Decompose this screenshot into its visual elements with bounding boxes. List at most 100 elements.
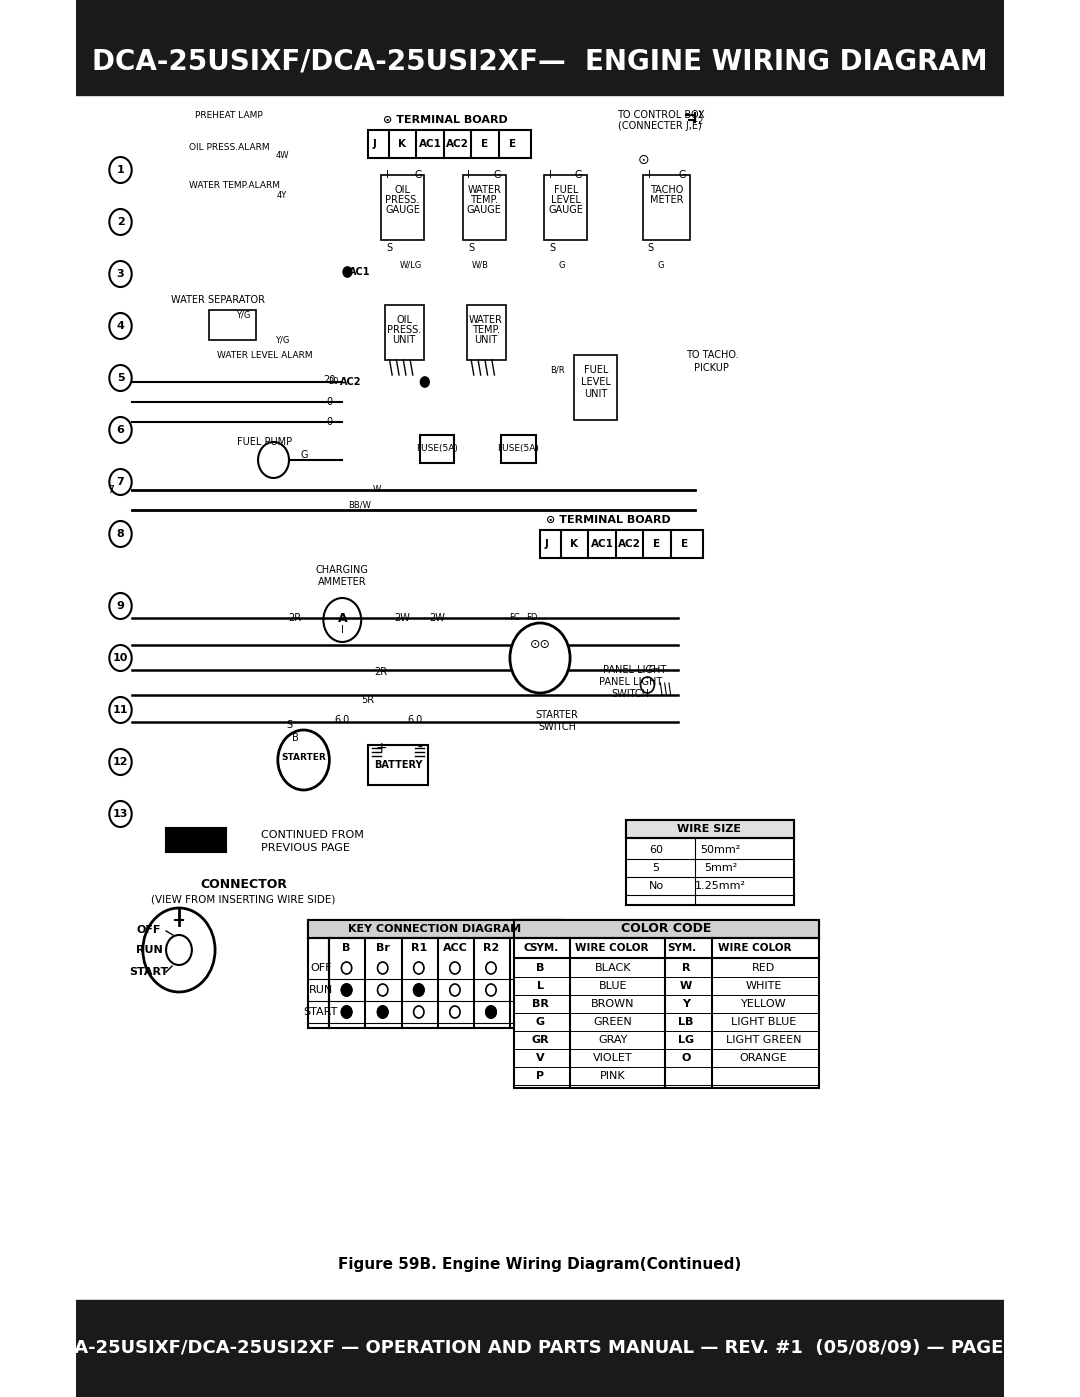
Text: AMMETER: AMMETER bbox=[318, 577, 366, 587]
Text: PREHEAT LAMP: PREHEAT LAMP bbox=[195, 110, 262, 120]
Circle shape bbox=[166, 935, 192, 965]
Text: 7: 7 bbox=[107, 485, 113, 495]
Text: 50mm²: 50mm² bbox=[701, 845, 741, 855]
Text: 9: 9 bbox=[117, 601, 124, 610]
Text: LIGHT GREEN: LIGHT GREEN bbox=[726, 1035, 801, 1045]
Circle shape bbox=[343, 267, 352, 277]
Text: UNIT: UNIT bbox=[474, 335, 498, 345]
Circle shape bbox=[341, 1006, 352, 1018]
Text: O: O bbox=[681, 1053, 691, 1063]
Text: WATER TEMP.ALARM: WATER TEMP.ALARM bbox=[189, 180, 281, 190]
Text: I: I bbox=[386, 170, 389, 180]
Text: S: S bbox=[550, 243, 556, 253]
Text: 5mm²: 5mm² bbox=[704, 863, 738, 873]
Text: Y: Y bbox=[683, 999, 690, 1009]
Text: B: B bbox=[536, 963, 544, 972]
Text: GAUGE: GAUGE bbox=[467, 205, 501, 215]
Circle shape bbox=[341, 983, 352, 996]
Text: K: K bbox=[570, 539, 579, 549]
Text: 0: 0 bbox=[326, 416, 333, 427]
Circle shape bbox=[109, 261, 132, 286]
Circle shape bbox=[341, 983, 352, 996]
Bar bbox=[514, 921, 820, 937]
Text: ⊙ TERMINAL BOARD: ⊙ TERMINAL BOARD bbox=[546, 515, 671, 525]
Text: I: I bbox=[648, 170, 650, 180]
Bar bbox=[368, 130, 531, 158]
Text: BROWN: BROWN bbox=[592, 999, 635, 1009]
Bar bbox=[626, 820, 794, 838]
Text: B/R: B/R bbox=[550, 366, 565, 374]
Text: GREEN: GREEN bbox=[594, 1017, 633, 1027]
Text: ACC: ACC bbox=[443, 943, 468, 953]
Text: TEMP.: TEMP. bbox=[470, 196, 498, 205]
Text: A: A bbox=[337, 612, 347, 624]
Text: K: K bbox=[399, 138, 406, 149]
Circle shape bbox=[414, 963, 424, 974]
Text: R1: R1 bbox=[410, 943, 427, 953]
Text: E: E bbox=[482, 138, 488, 149]
Text: UNIT: UNIT bbox=[392, 335, 416, 345]
Circle shape bbox=[378, 1006, 388, 1018]
Circle shape bbox=[378, 963, 388, 974]
Text: 2: 2 bbox=[117, 217, 124, 226]
Text: TO TACHO.: TO TACHO. bbox=[686, 351, 739, 360]
Text: YELLOW: YELLOW bbox=[741, 999, 786, 1009]
Circle shape bbox=[109, 800, 132, 827]
Bar bbox=[462, 175, 505, 240]
Text: LG: LG bbox=[678, 1035, 694, 1045]
Bar bbox=[501, 434, 536, 462]
Text: FUEL: FUEL bbox=[583, 365, 608, 374]
Circle shape bbox=[640, 678, 654, 693]
Text: (CONNECTER J,E): (CONNECTER J,E) bbox=[619, 122, 702, 131]
Text: 20: 20 bbox=[323, 374, 336, 386]
Text: GR: GR bbox=[531, 1035, 549, 1045]
Circle shape bbox=[522, 1006, 532, 1018]
Text: 60: 60 bbox=[649, 845, 663, 855]
Text: 4: 4 bbox=[117, 321, 124, 331]
Text: S: S bbox=[286, 719, 292, 731]
Text: PINK: PINK bbox=[600, 1071, 626, 1081]
Text: W/LG: W/LG bbox=[400, 260, 422, 270]
Text: WIRE SIZE: WIRE SIZE bbox=[677, 824, 741, 834]
Text: TACHO: TACHO bbox=[650, 184, 683, 196]
Text: 5: 5 bbox=[652, 863, 660, 873]
Text: 4Y: 4Y bbox=[276, 190, 287, 200]
Text: E: E bbox=[509, 138, 516, 149]
Text: +: + bbox=[375, 740, 387, 754]
Text: AC1: AC1 bbox=[591, 539, 613, 549]
Text: BLACK: BLACK bbox=[595, 963, 632, 972]
Text: 2R: 2R bbox=[288, 613, 301, 623]
Text: E: E bbox=[680, 539, 688, 549]
Text: FUSE(5A): FUSE(5A) bbox=[498, 444, 539, 454]
Circle shape bbox=[414, 1006, 424, 1018]
Text: LEVEL: LEVEL bbox=[581, 377, 611, 387]
Text: Y/G: Y/G bbox=[237, 310, 251, 320]
Text: 2: 2 bbox=[698, 116, 702, 126]
Text: S: S bbox=[387, 243, 393, 253]
Text: 8: 8 bbox=[117, 529, 124, 539]
Text: E: E bbox=[653, 539, 661, 549]
Text: LEVEL: LEVEL bbox=[551, 196, 581, 205]
Text: BLUE: BLUE bbox=[598, 981, 627, 990]
Bar bbox=[386, 305, 424, 360]
Text: LIGHT BLUE: LIGHT BLUE bbox=[731, 1017, 796, 1027]
Text: G: G bbox=[679, 170, 687, 180]
Text: B: B bbox=[292, 733, 298, 743]
Circle shape bbox=[109, 592, 132, 619]
Text: WIRE COLOR: WIRE COLOR bbox=[575, 943, 648, 953]
Bar bbox=[544, 175, 588, 240]
Text: C: C bbox=[523, 943, 531, 953]
Text: 5R: 5R bbox=[362, 694, 375, 705]
Text: J: J bbox=[545, 539, 549, 549]
Text: W: W bbox=[680, 981, 692, 990]
Text: G: G bbox=[575, 170, 582, 180]
Bar bbox=[467, 305, 505, 360]
Text: METER: METER bbox=[649, 196, 684, 205]
Text: FUEL: FUEL bbox=[554, 184, 578, 196]
Text: RED: RED bbox=[752, 963, 775, 972]
Text: 11: 11 bbox=[112, 705, 129, 715]
Circle shape bbox=[522, 963, 532, 974]
Bar bbox=[575, 355, 618, 420]
Text: PICKUP: PICKUP bbox=[694, 363, 729, 373]
Text: FUEL PUMP: FUEL PUMP bbox=[238, 437, 293, 447]
